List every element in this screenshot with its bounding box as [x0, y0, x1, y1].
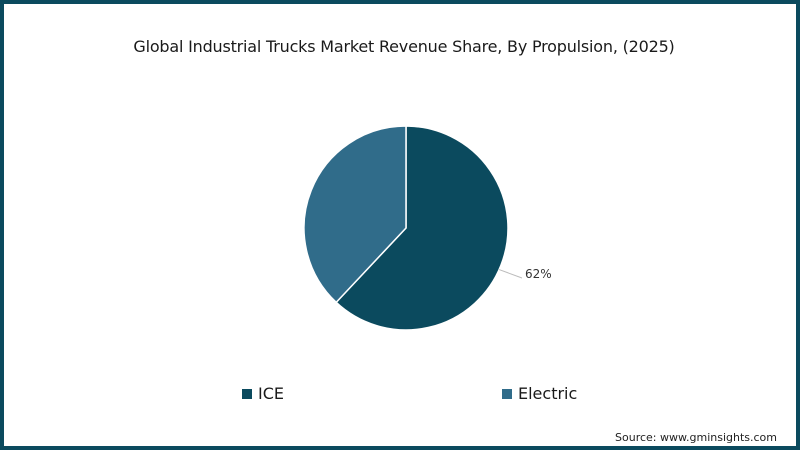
- data-label-leader-line: [498, 269, 523, 279]
- pie-slice-electric[interactable]: [303, 125, 407, 304]
- legend-label-electric: Electric: [518, 384, 578, 403]
- legend-item-electric[interactable]: Electric: [502, 384, 577, 403]
- legend-swatch-electric-icon: [502, 388, 512, 399]
- legend-label-ice: ICE: [258, 384, 284, 403]
- legend-swatch-ice-icon: [242, 388, 252, 399]
- pie-slice-ice[interactable]: [335, 125, 509, 331]
- pie-chart: 62%: [303, 125, 552, 331]
- data-label-ice: 62%: [525, 267, 552, 281]
- chart-title: Global Industrial Trucks Market Revenue …: [133, 37, 675, 56]
- legend-item-ice[interactable]: ICE: [242, 384, 284, 403]
- source-text: Source: www.gminsights.com: [615, 431, 777, 444]
